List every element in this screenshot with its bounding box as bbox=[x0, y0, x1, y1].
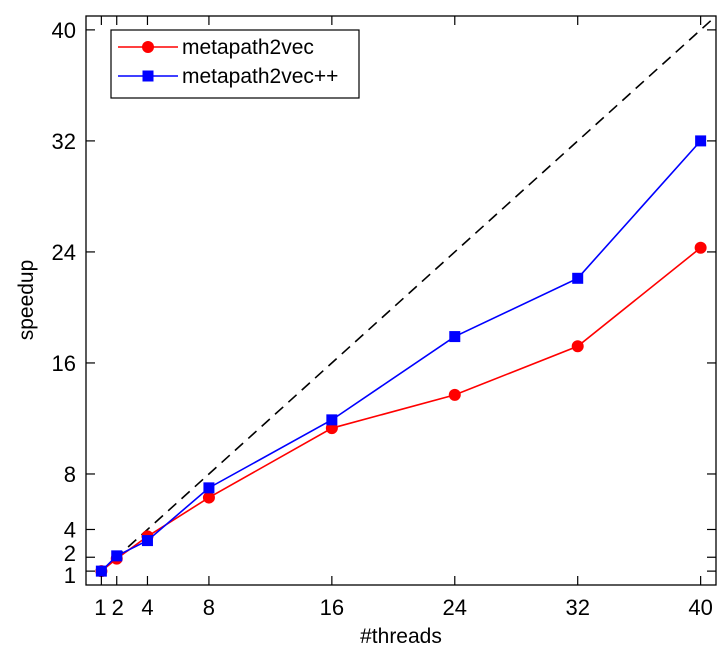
x-tick-label-8: 8 bbox=[203, 595, 215, 620]
x-tick-label-32: 32 bbox=[565, 595, 589, 620]
point-metapath2vec-plus-plus-8 bbox=[203, 482, 215, 494]
y-tick-label-1: 1 bbox=[64, 563, 76, 588]
y-tick-label-40: 40 bbox=[52, 18, 76, 43]
point-metapath2vec-plus-plus-4 bbox=[141, 535, 153, 547]
legend: metapath2vec metapath2vec++ bbox=[110, 29, 360, 99]
x-tick-label-24: 24 bbox=[443, 595, 467, 620]
legend-marker-metapath2vec bbox=[142, 41, 154, 53]
ideal-speedup-layer bbox=[100, 15, 717, 572]
x-tick-label-2: 2 bbox=[112, 595, 124, 620]
point-metapath2vec-plus-plus-32 bbox=[572, 272, 584, 284]
point-metapath2vec-24 bbox=[448, 388, 461, 401]
series-line-metapath2vec bbox=[100, 247, 702, 572]
point-metapath2vec-plus-plus-40 bbox=[695, 135, 707, 147]
legend-label-metapath2vec: metapath2vec bbox=[182, 36, 314, 59]
y-tick-label-8: 8 bbox=[64, 462, 76, 487]
series-line-metapath2vec-plus-plus bbox=[100, 140, 702, 572]
y-tick-label-2: 2 bbox=[64, 541, 76, 566]
point-metapath2vec-32 bbox=[571, 340, 584, 353]
x-tick-label-16: 16 bbox=[320, 595, 344, 620]
point-metapath2vec-plus-plus-1 bbox=[95, 565, 107, 577]
point-metapath2vec-8 bbox=[202, 491, 215, 504]
x-axis-title: #threads bbox=[360, 625, 442, 648]
legend-label-metapath2vec-plus-plus: metapath2vec++ bbox=[182, 65, 338, 88]
point-metapath2vec-plus-plus-24 bbox=[449, 331, 461, 343]
point-metapath2vec-plus-plus-16 bbox=[326, 414, 338, 426]
x-tick-label-40: 40 bbox=[688, 595, 712, 620]
ideal-speedup-line bbox=[100, 15, 717, 572]
series-layer bbox=[95, 135, 707, 578]
legend-box bbox=[110, 29, 360, 99]
x-tick-label-1: 1 bbox=[94, 595, 106, 620]
y-tick-label-24: 24 bbox=[52, 240, 76, 265]
y-tick-label-32: 32 bbox=[52, 129, 76, 154]
plot-border bbox=[85, 15, 717, 586]
point-metapath2vec-40 bbox=[694, 241, 707, 254]
plot-frame bbox=[85, 15, 717, 586]
y-axis-title: speedup bbox=[15, 260, 38, 341]
y-tick-label-16: 16 bbox=[52, 351, 76, 376]
y-tick-label-4: 4 bbox=[64, 517, 76, 542]
x-axis: 1 2 4 8 16 24 32 40 bbox=[94, 16, 713, 620]
legend-marker-metapath2vec-plus-plus bbox=[142, 70, 154, 82]
x-tick-label-4: 4 bbox=[141, 595, 153, 620]
point-metapath2vec-plus-plus-2 bbox=[111, 550, 123, 562]
